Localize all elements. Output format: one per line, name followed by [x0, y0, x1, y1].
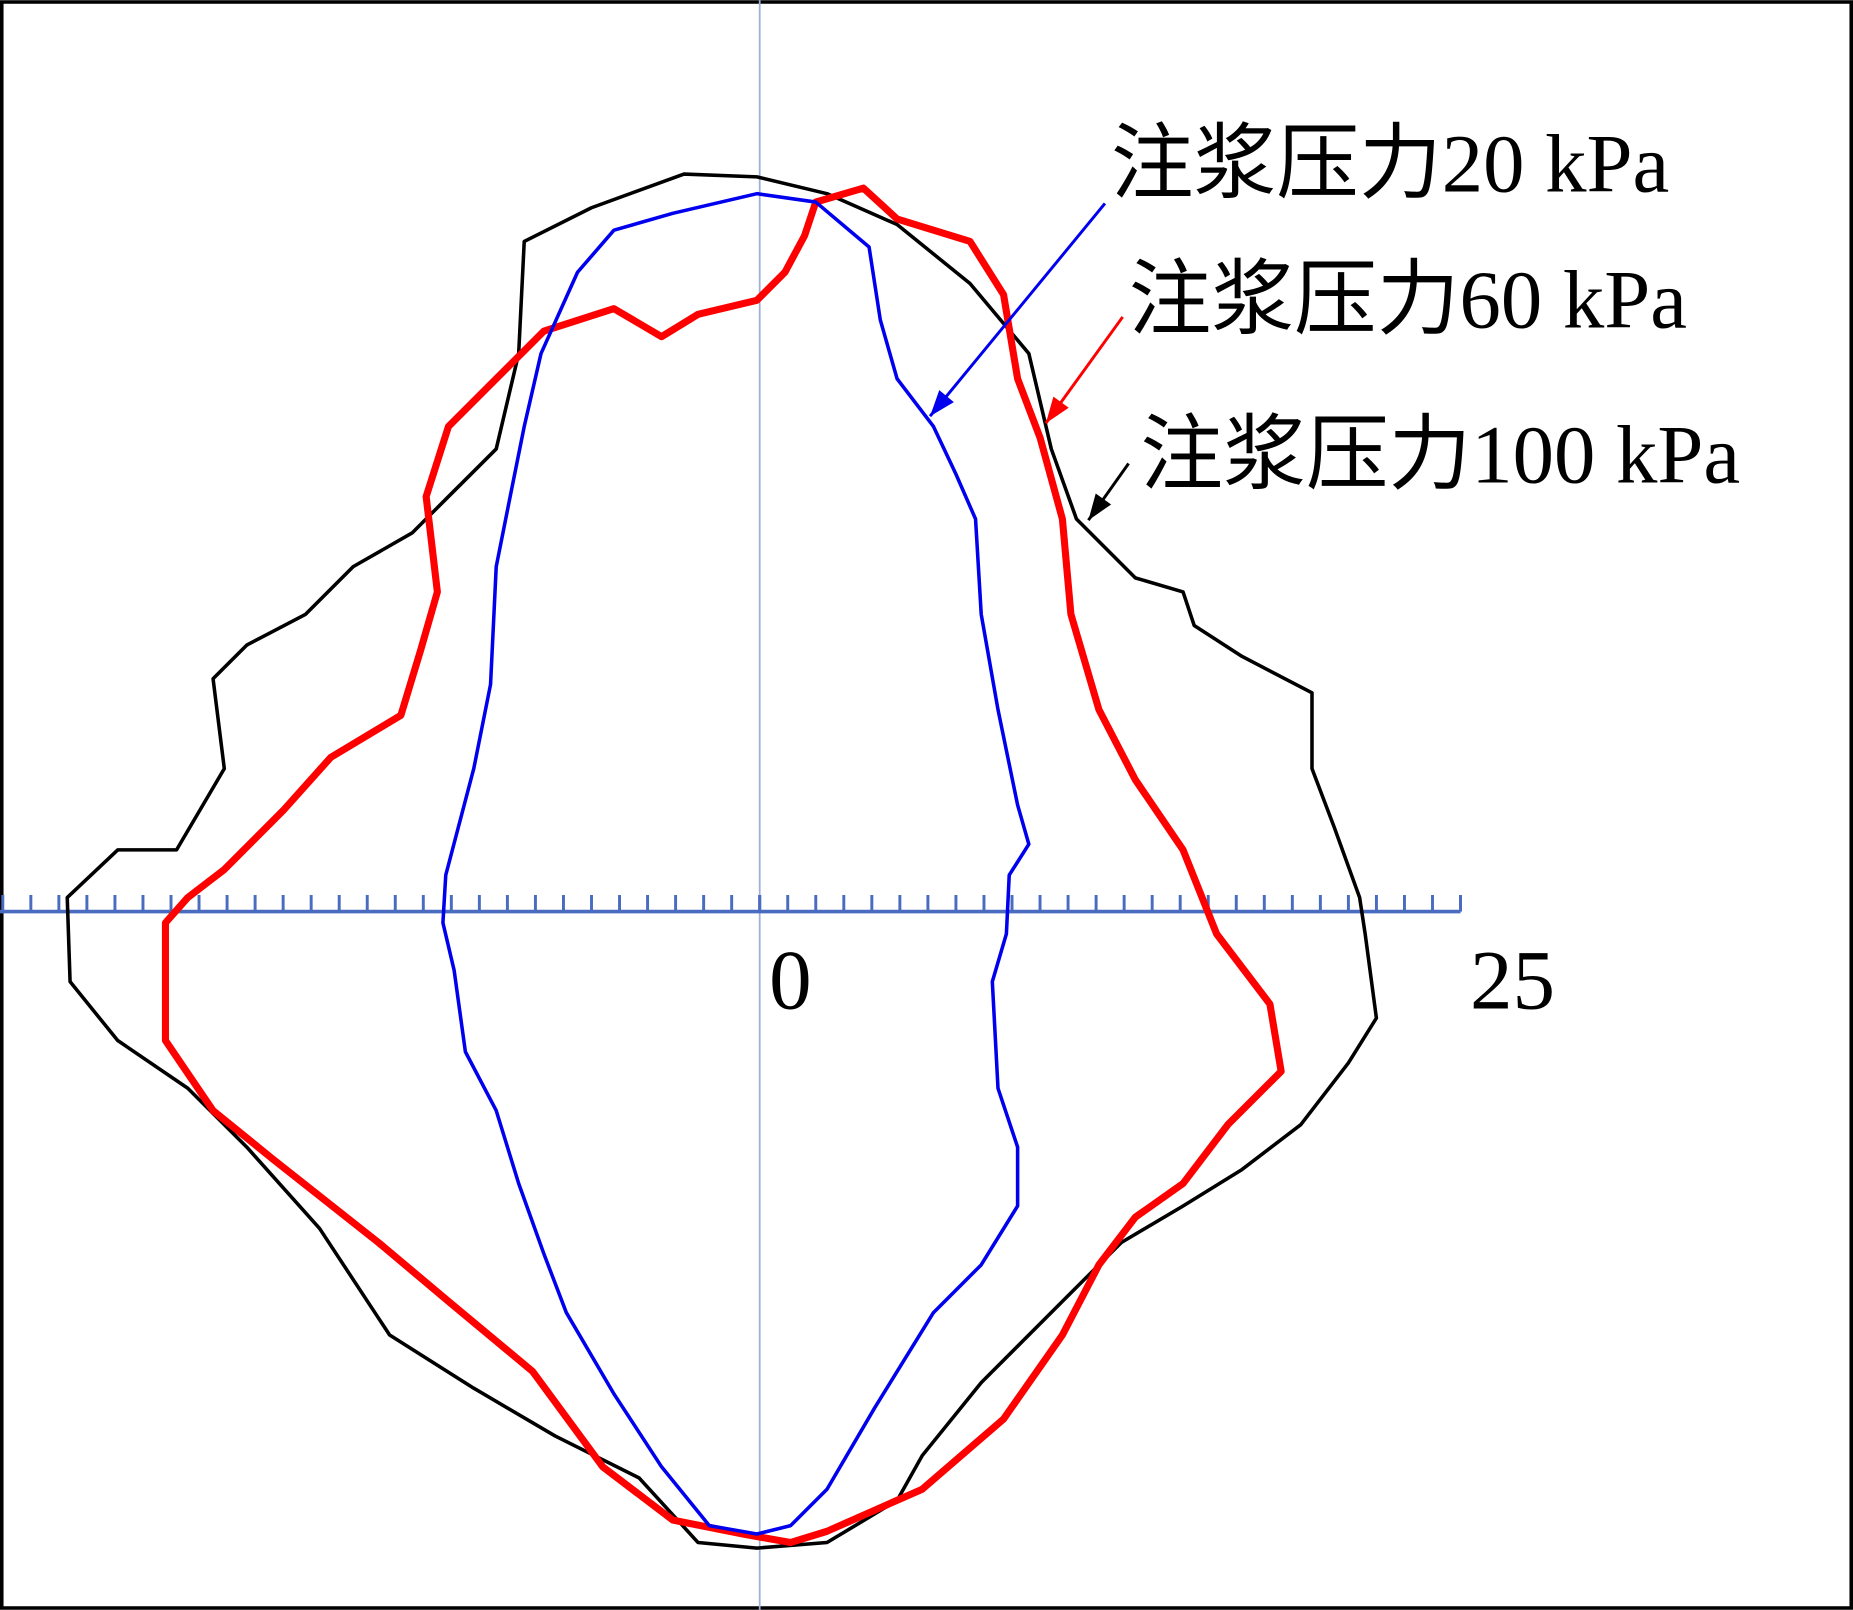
label-arrow-head — [1045, 396, 1069, 424]
contour-line — [65, 172, 1379, 1550]
series-label: 注浆压力60 kPa — [1129, 254, 1687, 346]
contour-line — [161, 184, 1285, 1547]
series-label: 注浆压力100 kPa — [1140, 408, 1740, 500]
contour-line — [441, 191, 1031, 1536]
label-arrow-head — [930, 390, 954, 417]
x-tick-label: 25 — [1470, 933, 1555, 1027]
x-tick-label: 0 — [769, 933, 812, 1027]
label-arrow-line — [928, 202, 1107, 418]
label-arrow-head — [1088, 493, 1112, 521]
series-label: 注浆压力20 kPa — [1111, 118, 1669, 210]
